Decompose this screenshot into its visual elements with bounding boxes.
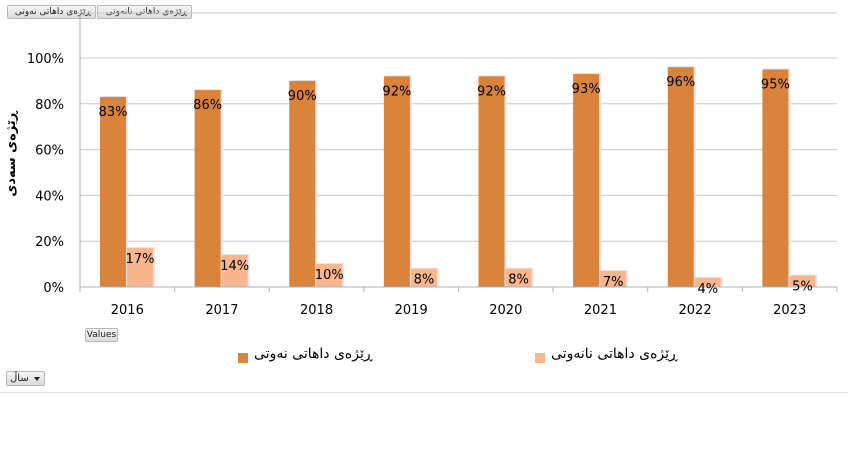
y-tick-label: 20% (35, 235, 64, 250)
bar-oil-2022[interactable] (667, 67, 694, 287)
bar-oil-2023[interactable] (762, 69, 789, 287)
axis-field-label: ساڵ (10, 373, 29, 384)
bar-oil-2016[interactable] (100, 96, 126, 288)
axis-field-dropdown[interactable]: ساڵ (6, 371, 45, 386)
y-tick-label: 60% (35, 144, 64, 159)
y-tick-label: 80% (35, 98, 64, 113)
bar-oil-2021[interactable] (573, 74, 600, 287)
divider (0, 392, 848, 393)
data-label: 93% (572, 82, 601, 97)
data-label: 4% (697, 282, 718, 297)
data-label: 7% (603, 275, 624, 290)
bar-non-oil-2023[interactable] (789, 275, 816, 287)
axes: 0% 20% 40% 60% 80% 100% 2016 2017 2018 2019 2020 20… (27, 13, 838, 318)
field-button-non-oil-revenue[interactable]: ڕێژەی داهاتی نانەوتی (97, 5, 192, 19)
gridlines (80, 12, 837, 242)
data-label: 8% (508, 273, 529, 288)
chevron-down-icon (34, 377, 40, 381)
y-tick-label: 100% (27, 52, 64, 67)
bar-non-oil-2018[interactable] (316, 264, 343, 287)
data-label: 10% (315, 268, 344, 283)
bar-non-oil-2020[interactable] (505, 268, 532, 287)
bar-oil-2019[interactable] (383, 76, 410, 287)
bar-oil-2020[interactable] (478, 76, 505, 287)
data-labels: 83% 86% 90% 92% 92% 93% 96% 95% 17% 14% 10% 8% 8% 7% 4… (99, 75, 813, 297)
bar-non-oil-2019[interactable] (410, 268, 437, 287)
legend-label-oil-revenue: ڕێژەی داهاتی نەوتی (254, 346, 373, 362)
data-label: 96% (666, 75, 695, 90)
data-label: 17% (126, 252, 155, 267)
x-tick-label: 2023 (773, 303, 806, 318)
bar-oil-2018[interactable] (289, 80, 316, 288)
x-tick-label: 2022 (679, 303, 712, 318)
bar-oil-2017[interactable] (194, 90, 221, 287)
x-tick-label: 2018 (300, 303, 333, 318)
data-label: 92% (477, 84, 506, 99)
x-tick-label: 2016 (111, 303, 144, 318)
values-button[interactable]: Values (85, 328, 118, 342)
x-tick-label: 2021 (584, 303, 617, 318)
legend-item-oil-revenue: ڕێژەی داهاتی نەوتی (236, 346, 386, 366)
y-tick-label: 40% (35, 189, 64, 204)
x-tick-label: 2017 (205, 303, 238, 318)
data-label: 90% (288, 89, 317, 104)
y-axis-title: ڕێژەی سەدی (4, 110, 19, 196)
bar-non-oil-2016[interactable] (127, 248, 153, 287)
data-label: 92% (382, 84, 411, 99)
bars (100, 66, 818, 288)
data-label: 14% (220, 259, 249, 274)
bar-non-oil-2021[interactable] (600, 270, 627, 287)
data-label: 5% (792, 280, 813, 295)
y-tick-label: 0% (43, 281, 64, 296)
data-label: 86% (193, 98, 222, 113)
legend-label-non-oil-revenue: ڕێژەی داهاتی نانەوتی (551, 346, 678, 362)
data-label: 8% (414, 273, 435, 288)
x-tick-label: 2020 (489, 303, 522, 318)
legend-swatch-oil-revenue (238, 353, 248, 363)
legend-swatch-non-oil-revenue (535, 353, 545, 363)
x-tick-label: 2019 (395, 303, 428, 318)
field-button-oil-revenue[interactable]: ڕێژەی داهاتی نەوتی (7, 5, 96, 19)
data-label: 83% (99, 105, 128, 120)
bar-non-oil-2017[interactable] (221, 254, 248, 287)
legend-item-non-oil-revenue: ڕێژەی داهاتی نانەوتی (533, 346, 693, 366)
data-label: 95% (761, 77, 790, 92)
bar-non-oil-2022[interactable] (694, 277, 721, 287)
